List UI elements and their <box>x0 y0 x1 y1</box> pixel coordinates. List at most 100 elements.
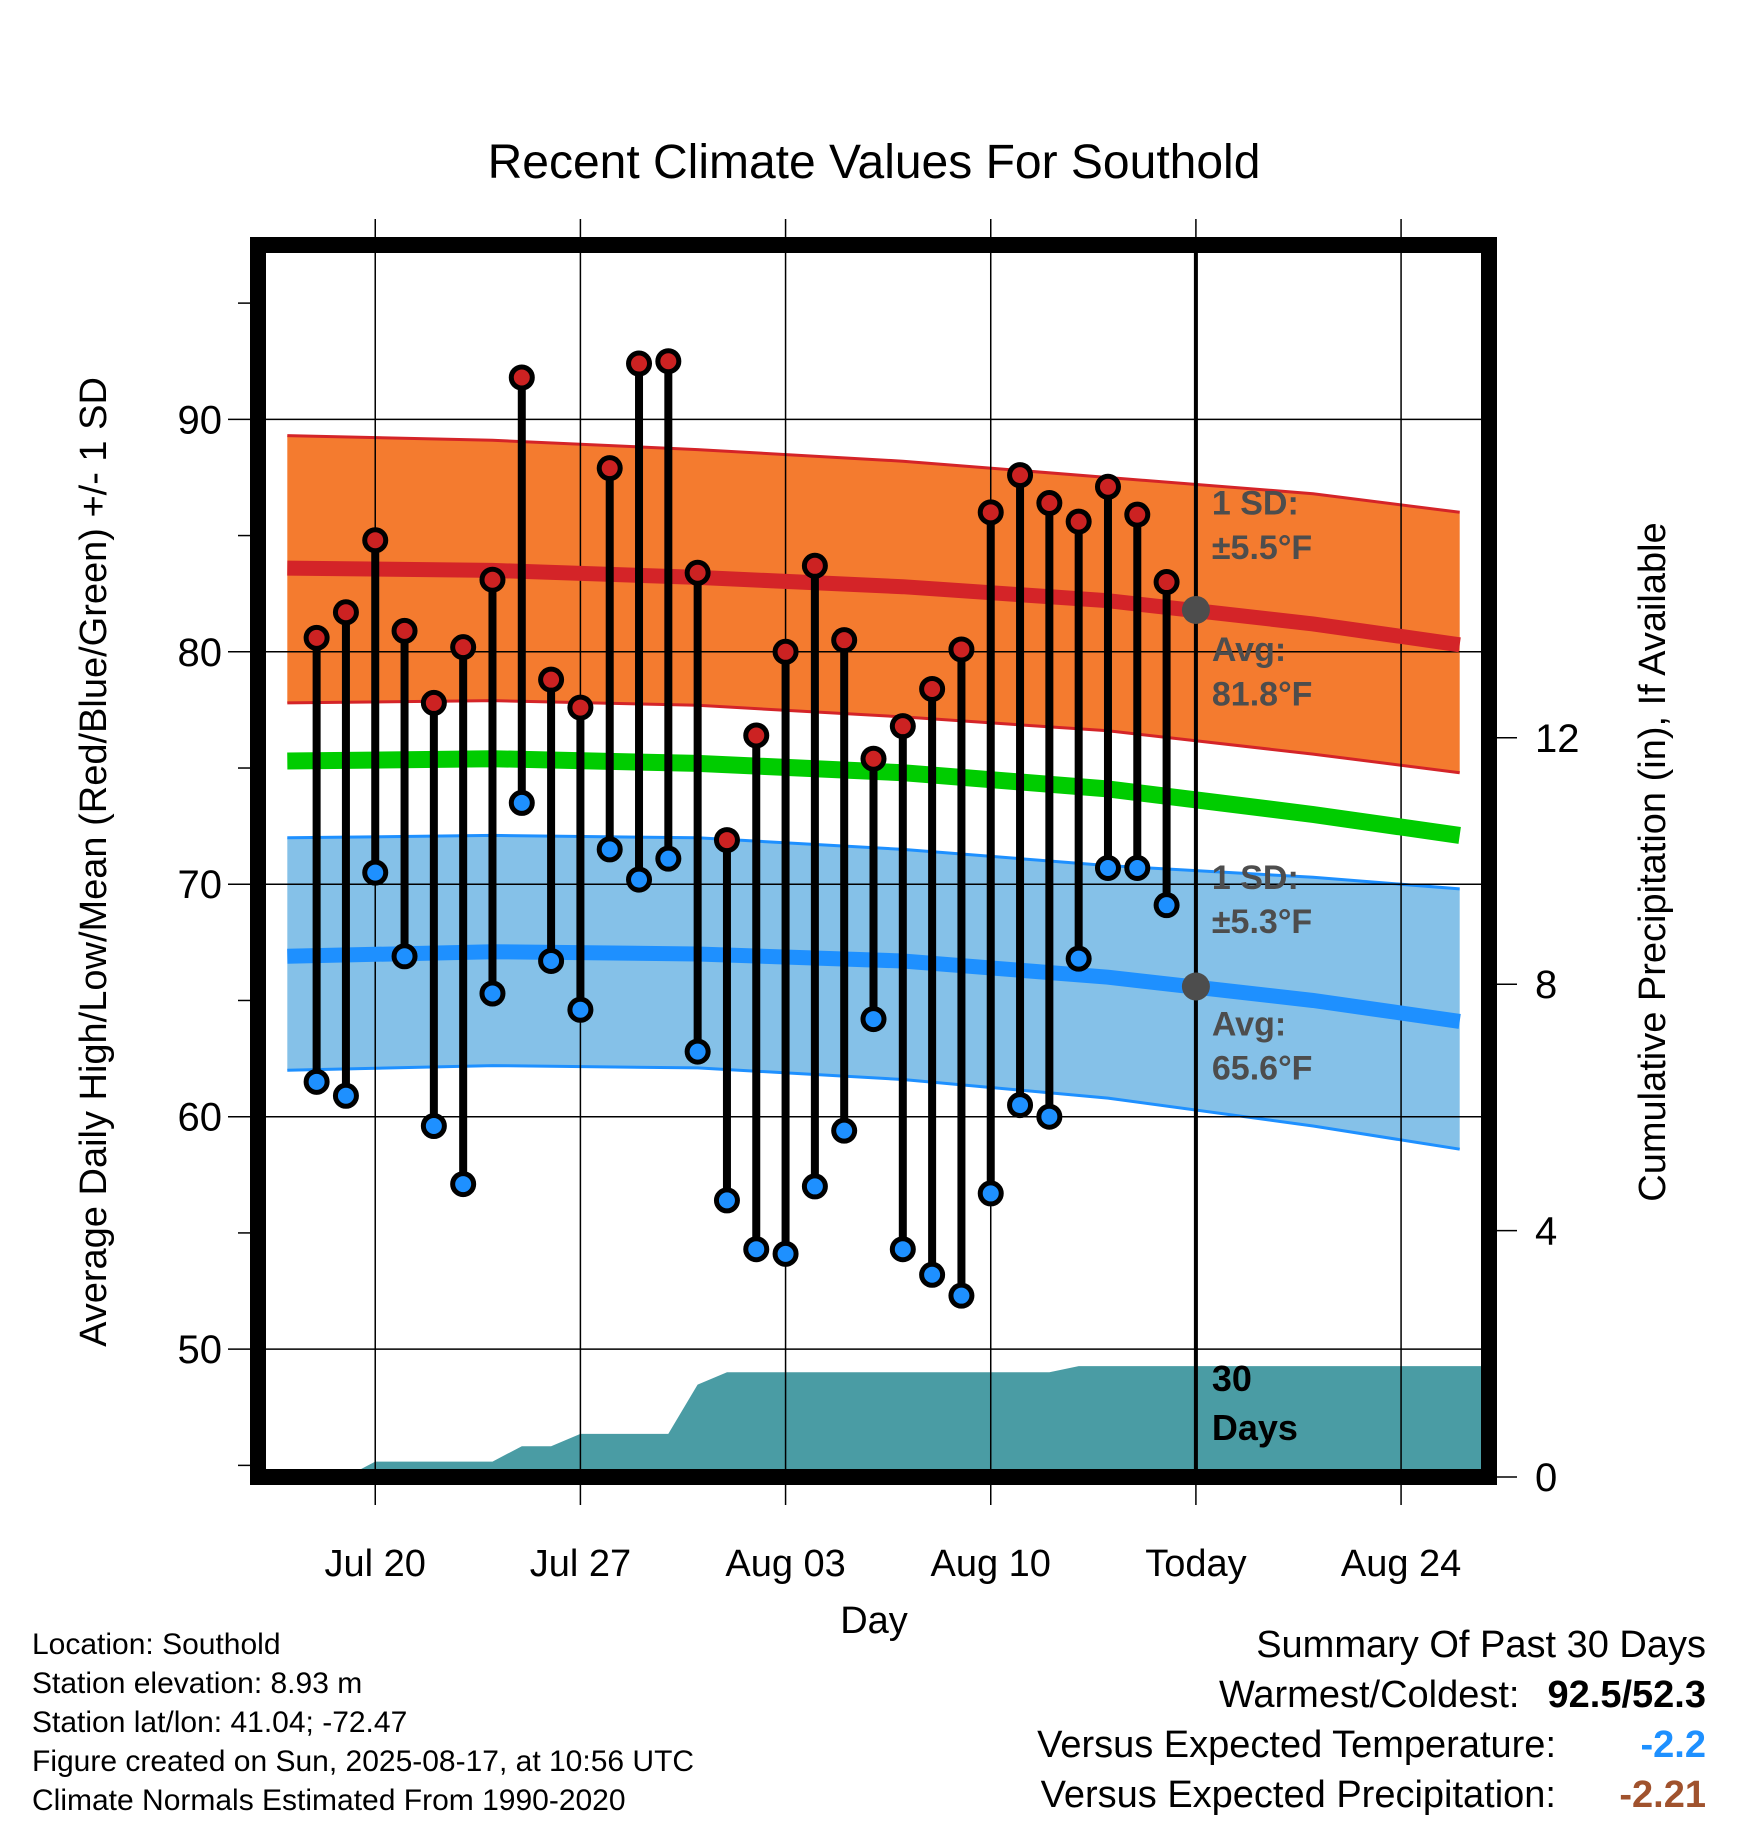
x-tick-label: Today <box>1145 1543 1246 1585</box>
low-temp-point <box>743 1236 770 1263</box>
low-temp-point <box>772 1240 799 1267</box>
y2-tick-label: 8 <box>1535 963 1557 1007</box>
high-temp-point <box>684 559 711 586</box>
high-temp-point <box>743 722 770 749</box>
high-temp-point <box>772 638 799 665</box>
high-avg-value: 81.8°F <box>1212 675 1313 713</box>
precip-label: Versus Expected Precipitation: <box>1040 1774 1556 1816</box>
low-temp-point <box>919 1261 946 1288</box>
high-temp-point <box>1007 462 1034 489</box>
period-count: 30 <box>1212 1358 1252 1399</box>
warmest-value: 92.5 <box>1547 1674 1622 1716</box>
high-sd-value: ±5.5°F <box>1212 529 1312 567</box>
elevation-text: Station elevation: 8.93 m <box>32 1667 363 1700</box>
station-info: Location: Southold Station elevation: 8.… <box>32 1625 694 1820</box>
low-temp-point <box>538 947 565 974</box>
high-sd-upper-line <box>287 434 1460 514</box>
high-temp-point <box>391 617 418 644</box>
low-temp-point <box>1124 854 1151 881</box>
latlon-text: Station lat/lon: 41.04; -72.47 <box>32 1706 408 1739</box>
y-tick-label: 80 <box>178 631 223 675</box>
normals-text: Climate Normals Estimated From 1990-2020 <box>32 1784 626 1817</box>
summary-temp-row: Versus Expected Temperature: -2.2 <box>1037 1720 1706 1770</box>
low-temp-point <box>626 866 653 893</box>
low-avg-title: Avg: <box>1212 1005 1286 1043</box>
low-temp-point <box>596 836 623 863</box>
low-temp-point <box>479 980 506 1007</box>
low-sd-value: ±5.3°F <box>1212 903 1312 941</box>
high-temp-point <box>977 499 1004 526</box>
y2-tick-label: 0 <box>1535 1456 1557 1500</box>
y-tick-label: 70 <box>178 863 223 907</box>
location-text: Location: Southold <box>32 1628 281 1661</box>
x-tick-label: Jul 20 <box>325 1543 426 1585</box>
high-temp-point <box>948 636 975 663</box>
low-temp-point <box>567 996 594 1023</box>
x-tick-label: Aug 24 <box>1341 1543 1461 1585</box>
high-temp-point <box>889 713 916 740</box>
high-sd-title: 1 SD: <box>1212 485 1299 523</box>
high-temp-point <box>1065 508 1092 535</box>
chart-title: Recent Climate Values For Southold <box>488 136 1261 189</box>
low-avg-today-marker <box>1181 972 1210 1001</box>
low-temp-point <box>1036 1103 1063 1130</box>
low-temp-point <box>391 943 418 970</box>
temp-value: -2.2 <box>1640 1724 1706 1766</box>
high-temp-point <box>567 694 594 721</box>
high-temp-point <box>508 364 535 391</box>
created-text: Figure created on Sun, 2025-08-17, at 10… <box>32 1745 695 1778</box>
high-temp-point <box>362 527 389 554</box>
summary-warmest-row: Warmest/Coldest: 92.5/52.3 <box>1037 1670 1706 1720</box>
high-temp-point <box>538 666 565 693</box>
low-temp-point <box>1094 854 1121 881</box>
plot-frame <box>250 237 1497 1485</box>
summary-precip-row: Versus Expected Precipitation: -2.21 <box>1037 1770 1706 1820</box>
low-sd-title: 1 SD: <box>1212 859 1299 897</box>
high-temp-point <box>1124 501 1151 528</box>
high-temp-point <box>596 455 623 482</box>
high-temp-point <box>713 827 740 854</box>
warmest-coldest-value: 92.5/52.3 <box>1547 1674 1707 1716</box>
high-temp-point <box>1036 490 1063 517</box>
x-tick-label: Aug 10 <box>931 1543 1051 1585</box>
coldest-value: 52.3 <box>1632 1674 1706 1716</box>
high-avg-title: Avg: <box>1212 631 1286 669</box>
x-axis-label: Day <box>840 1600 908 1642</box>
plot-area: 1 SD: ±5.5°F Avg: 81.8°F 1 SD: ±5.3°F Avg: 65.6… <box>178 219 1580 1585</box>
low-temp-point <box>977 1180 1004 1207</box>
x-tick-label: Jul 27 <box>530 1543 631 1585</box>
high-temp-point <box>831 627 858 654</box>
high-temp-point <box>479 566 506 593</box>
low-temp-point <box>450 1171 477 1198</box>
y2-axis-label: Cumulative Precipitation (in), If Availa… <box>1632 522 1674 1201</box>
low-temp-point <box>508 789 535 816</box>
low-temp-point <box>1153 892 1180 919</box>
high-temp-point <box>801 552 828 579</box>
high-temp-point <box>303 624 330 651</box>
y2-tick-label: 4 <box>1535 1210 1557 1254</box>
high-temp-point <box>420 689 447 716</box>
precip-area <box>258 1366 1489 1477</box>
high-temp-point <box>450 634 477 661</box>
precip-value: -2.21 <box>1619 1774 1706 1816</box>
high-temp-point <box>1153 569 1180 596</box>
low-temp-point <box>831 1117 858 1144</box>
low-temp-point <box>713 1187 740 1214</box>
high-temp-point <box>1094 473 1121 500</box>
high-temp-point <box>860 745 887 772</box>
y-tick-label: 50 <box>178 1328 223 1372</box>
y-axis-label: Average Daily High/Low/Mean (Red/Blue/Gr… <box>73 377 115 1347</box>
high-temp-point <box>655 348 682 375</box>
summary-title: Summary Of Past 30 Days <box>1256 1624 1706 1666</box>
low-temp-point <box>801 1173 828 1200</box>
high-temp-point <box>626 350 653 377</box>
high-avg-today-marker <box>1181 595 1210 624</box>
low-temp-point <box>303 1068 330 1095</box>
y2-tick-label: 12 <box>1535 717 1580 761</box>
low-temp-point <box>362 859 389 886</box>
low-temp-point <box>655 845 682 872</box>
y-tick-label: 90 <box>178 398 223 442</box>
temp-label: Versus Expected Temperature: <box>1037 1724 1556 1766</box>
summary-panel: Summary Of Past 30 Days Warmest/Coldest:… <box>1037 1620 1706 1820</box>
